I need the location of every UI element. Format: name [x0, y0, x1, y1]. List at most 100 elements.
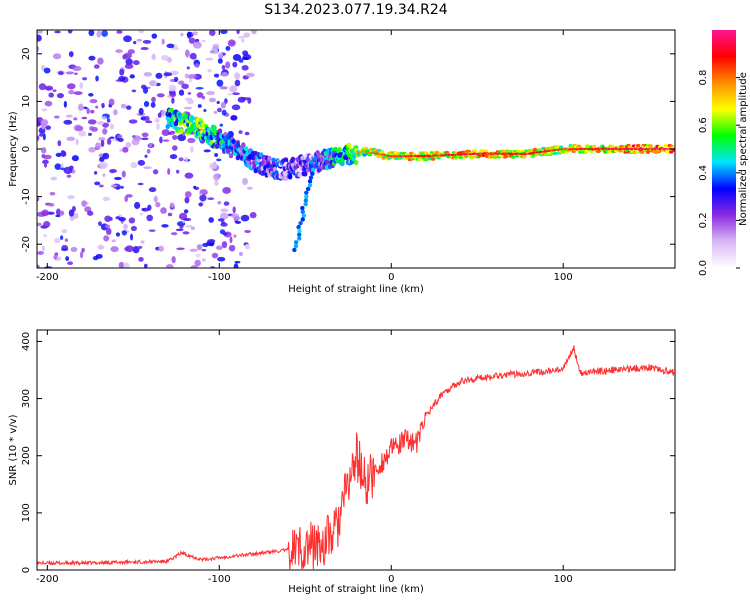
colorbar: 0.0 0.2 0.4 0.6 0.8 Normalized spectral ampl…	[698, 30, 749, 276]
spectrogram-cell	[237, 96, 246, 103]
spectrogram-cell	[296, 224, 301, 230]
spectrogram-cell	[44, 163, 48, 168]
spectrogram-cell	[125, 245, 134, 253]
spectrogram-cell	[66, 136, 76, 141]
spectrogram-cell	[231, 104, 241, 111]
spectrogram-cell	[110, 246, 119, 253]
spectrogram-cell	[300, 155, 305, 161]
snr-series-line	[36, 345, 676, 571]
spectrogram-cell	[225, 61, 231, 69]
spectrogram-cell	[54, 163, 62, 170]
spectrogram-cell	[218, 52, 223, 58]
spectrogram-cell	[132, 245, 140, 254]
spectrogram-cell	[37, 264, 40, 268]
spectrogram-cell	[52, 53, 62, 60]
spectrogram-cell	[221, 72, 228, 77]
spectrogram-cell	[505, 149, 510, 153]
spectrogram-cell	[380, 150, 385, 154]
spectrogram-cell	[148, 229, 156, 232]
spectrogram-cell	[104, 215, 112, 222]
spectrogram-cell	[123, 262, 130, 268]
spectrogram-cell	[176, 247, 185, 251]
spectrogram-cell	[303, 198, 309, 203]
spectrogram-cell	[161, 224, 169, 228]
spectrogram-cell	[424, 158, 429, 162]
spectrogram-cell	[168, 56, 172, 64]
spectrogram-cell	[67, 195, 75, 200]
spectrogram-cell	[222, 232, 228, 236]
spectrogram-cell	[111, 239, 116, 243]
spectrogram-cell	[229, 85, 238, 93]
spectrogram-cell	[187, 31, 192, 39]
spectrogram-cell	[238, 251, 243, 257]
spectrogram-cell	[219, 86, 228, 90]
spectrogram-cell	[150, 102, 156, 108]
spectrogram-cell	[312, 156, 318, 161]
spectrogram-cell	[238, 130, 243, 134]
spectrogram-cell	[240, 214, 250, 222]
spectrogram-cell	[100, 139, 105, 148]
spectrogram-cell	[510, 155, 516, 159]
spectrogram-cell	[87, 210, 94, 216]
spectrogram-cell	[71, 155, 79, 162]
spectrogram-cell	[101, 30, 109, 37]
spectrogram-cell	[152, 81, 158, 87]
spectrogram-cell	[147, 204, 152, 211]
spectrogram-cell	[67, 261, 74, 266]
spectrogram-cell	[68, 51, 74, 58]
spectrogram-cell	[121, 230, 128, 236]
spectrogram-cell	[203, 149, 211, 153]
x-tick-label: 0	[388, 272, 394, 283]
spectrogram-cell	[669, 150, 674, 154]
spectrogram-cell	[43, 67, 51, 74]
spectrogram-cell	[221, 241, 228, 249]
spectrogram-cell	[58, 71, 64, 76]
spectrogram-cell	[173, 43, 178, 50]
spectrogram-cell	[175, 228, 184, 232]
spectrogram-cell	[50, 176, 58, 181]
spectrogram-cell	[66, 83, 76, 90]
spectrogram-cell	[353, 159, 359, 166]
spectrogram-cell	[69, 215, 75, 222]
spectrogram-cell	[133, 41, 137, 45]
spectrogram-cell	[305, 186, 311, 192]
spectrogram-cell	[185, 225, 193, 228]
spectrogram-cell	[55, 208, 61, 216]
spectrogram-cell	[249, 212, 257, 219]
spectrogram-cell	[241, 65, 249, 71]
spectrogram-cell	[198, 202, 204, 207]
colorbar-label: Normalized spectral amplitude	[738, 72, 749, 226]
spectrogram-cell	[148, 142, 153, 148]
spectrogram-cell	[169, 154, 178, 160]
spectrogram-cell	[207, 238, 216, 243]
x-tick-label: 0	[388, 574, 394, 585]
spectrogram-cell	[151, 96, 156, 103]
spectrogram-cell	[143, 71, 153, 77]
spectrogram-cell	[173, 76, 179, 82]
spectrogram-cell	[108, 98, 115, 106]
spectrogram-cell	[40, 119, 49, 126]
spectrogram-cell	[189, 248, 198, 252]
spectrogram-cell	[216, 101, 220, 104]
spectrogram-cell	[83, 106, 88, 110]
x-tick-label: -200	[36, 272, 59, 283]
spectrogram-cell	[296, 232, 302, 237]
spectrogram-cell	[458, 155, 463, 160]
spectrogram-cell	[43, 220, 51, 228]
spectrogram-cell	[304, 194, 309, 199]
y-tick-label: -20	[21, 236, 32, 252]
spectrogram-cell	[194, 259, 201, 267]
spectrogram-cell	[73, 117, 78, 121]
spectrogram-cell	[187, 74, 197, 79]
spectrogram-cell	[201, 39, 206, 43]
spectrogram-cell	[143, 263, 148, 268]
spectrogram-cell	[123, 52, 133, 59]
spectrogram-cell	[75, 138, 79, 146]
spectrogram-cell	[160, 109, 167, 117]
spectrogram-cell	[95, 142, 101, 150]
y-tick-label: -10	[21, 188, 32, 204]
spectrogram-cell	[298, 221, 303, 226]
spectrogram-cell	[151, 53, 156, 61]
spectrogram-cell	[88, 146, 96, 153]
